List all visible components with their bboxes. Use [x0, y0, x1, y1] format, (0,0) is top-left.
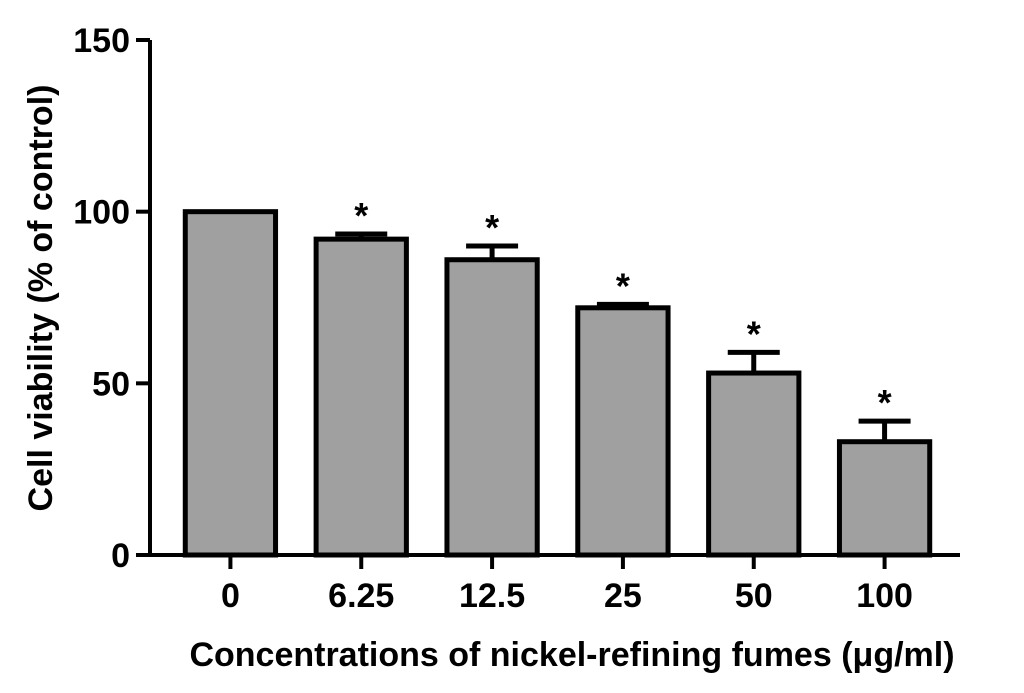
- bar: [313, 236, 409, 558]
- x-axis: 0 6.25 12.5 25 50 100: [148, 553, 960, 615]
- y-tick-label: 0: [111, 537, 130, 575]
- bars: * * * * *: [182, 195, 933, 558]
- x-axis-title: Concentrations of nickel-refining fumes …: [189, 636, 954, 674]
- significance-marker: *: [878, 382, 892, 423]
- x-tick-label: 50: [735, 577, 773, 615]
- bar: [575, 305, 671, 558]
- y-tick-label: 100: [73, 194, 130, 232]
- significance-marker: *: [354, 195, 368, 236]
- y-axis: 0 50 100 150: [73, 22, 152, 575]
- x-tick-label: 6.25: [328, 577, 394, 615]
- bar: [836, 439, 933, 558]
- y-axis-title: Cell viability (% of control): [22, 85, 60, 512]
- bar: [444, 257, 540, 558]
- bar: [182, 209, 279, 558]
- significance-marker: *: [485, 207, 499, 248]
- bar: [706, 370, 802, 558]
- x-tick-label: 0: [221, 577, 240, 615]
- significance-marker: *: [747, 313, 761, 354]
- x-tick-label: 100: [856, 577, 913, 615]
- y-tick-label: 50: [92, 365, 130, 403]
- significance-marker: *: [616, 265, 630, 306]
- y-tick-label: 150: [73, 22, 130, 60]
- x-tick-label: 12.5: [459, 577, 525, 615]
- x-tick-label: 25: [604, 577, 642, 615]
